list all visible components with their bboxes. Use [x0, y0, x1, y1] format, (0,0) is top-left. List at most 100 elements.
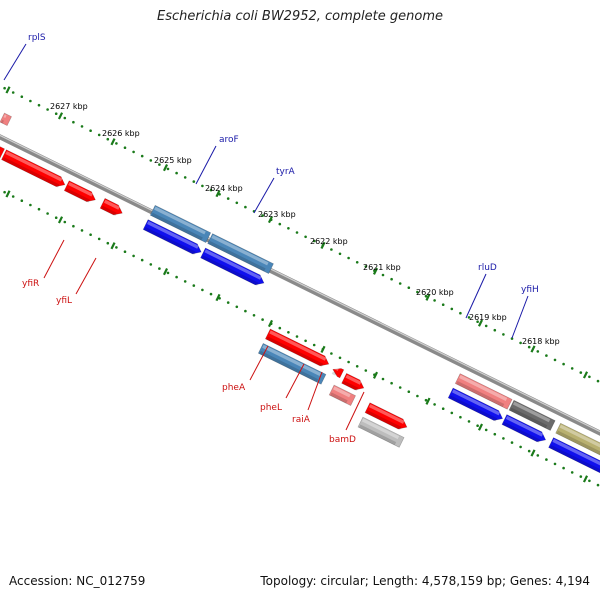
gene-label-pheL: pheL	[260, 403, 282, 413]
outer-ruler-dot	[510, 337, 514, 340]
leader-pheA	[249, 345, 269, 381]
tick-label-2619: 2619 kbp	[469, 313, 507, 322]
leader-rluD	[465, 273, 487, 319]
outer-ruler-dot	[183, 176, 187, 179]
outer-ruler-dot	[441, 303, 445, 307]
gene-feature-aroF-cds	[142, 219, 202, 255]
outer-ruler-dot	[570, 367, 574, 370]
outer-ruler-dot	[553, 358, 557, 362]
gene-feature-yfiH-rna	[508, 399, 556, 431]
outer-ruler-dot	[72, 120, 75, 124]
gene-label-tyrA: tyrA	[276, 167, 296, 177]
inner-ruler-dot	[287, 331, 290, 334]
inner-ruler-dot	[29, 203, 32, 207]
gene-feature-pheA-rna	[257, 342, 327, 385]
inner-ruler-dot	[476, 424, 479, 428]
inner-ruler-dot	[312, 343, 316, 347]
outer-ruler-dot	[175, 171, 178, 175]
leader-pheL	[285, 363, 305, 399]
tick-label-2621: 2621 kbp	[363, 263, 401, 272]
outer-major-tick	[5, 86, 11, 94]
outer-ruler-dot	[89, 129, 92, 132]
inner-ruler-dot	[183, 280, 187, 283]
inner-ruler-dot	[459, 415, 462, 419]
tick-label-2624: 2624 kbp	[205, 184, 243, 193]
inner-ruler-dot	[80, 229, 84, 232]
outer-ruler-dot	[545, 354, 548, 357]
inner-ruler-dot	[527, 449, 531, 453]
inner-ruler-dot	[54, 216, 58, 219]
outer-ruler-dot	[166, 167, 170, 171]
outer-ruler-dot	[459, 311, 462, 315]
outer-ruler-dot	[484, 324, 488, 328]
gene-feature-raiA	[341, 372, 365, 391]
outer-ruler-dot	[261, 214, 264, 217]
tick-label-2622: 2622 kbp	[310, 237, 348, 246]
inner-ruler-dot	[502, 437, 505, 440]
outer-ruler-dot	[390, 277, 393, 281]
outer-major-tick	[110, 138, 116, 146]
outer-ruler-dot	[158, 163, 161, 166]
outer-ruler-dot	[97, 133, 101, 137]
outer-ruler-dot	[579, 371, 583, 374]
gene-label-raiA: raiA	[292, 415, 311, 425]
outer-ruler-dot	[244, 205, 247, 209]
inner-ruler-dot	[149, 263, 153, 266]
outer-ruler-dot	[123, 146, 127, 149]
gene-label-aroF: aroF	[219, 135, 239, 145]
label-leader-lines	[3, 43, 529, 431]
outer-ruler-dot	[226, 197, 230, 200]
inner-ruler-dot	[158, 267, 161, 270]
outer-ruler-dot	[80, 125, 84, 128]
inner-ruler-dot	[484, 428, 488, 432]
outer-ruler-dot	[355, 261, 359, 264]
outer-major-tick	[320, 241, 326, 249]
inner-ruler-dot	[175, 275, 178, 279]
outer-ruler-dot	[37, 103, 41, 107]
outer-ruler-dot	[588, 375, 591, 379]
inner-ruler-dot	[166, 271, 170, 275]
outer-ruler-dot	[364, 265, 368, 268]
inner-ruler-dot	[416, 394, 419, 398]
leader-yfiR	[43, 239, 65, 279]
inner-ruler-dot	[545, 458, 548, 461]
outer-ruler-dot	[149, 159, 153, 162]
gene-feature-pheL	[331, 366, 345, 379]
inner-ruler-dot	[355, 365, 359, 368]
inner-ruler-dot	[398, 386, 402, 389]
inner-ruler-dot	[140, 258, 144, 262]
outer-ruler-dot	[278, 222, 282, 226]
inner-major-tick	[267, 319, 274, 328]
tick-label-2623: 2623 kbp	[258, 210, 296, 219]
gene-feature-olive	[555, 422, 600, 478]
outer-ruler-dot	[46, 108, 49, 111]
inner-major-tick	[530, 449, 536, 457]
inner-ruler-dot	[579, 475, 583, 478]
gene-feature-bamD-rna	[357, 416, 405, 448]
gene-features	[0, 112, 600, 490]
inner-ruler-dot	[450, 411, 454, 415]
inner-ruler-dot	[261, 318, 264, 321]
inner-ruler-dot	[441, 407, 445, 411]
outer-ruler-dot	[106, 137, 110, 141]
inner-ruler-dot	[433, 403, 436, 406]
genome-summary-text: Topology: circular; Length: 4,578,159 bp…	[260, 574, 590, 588]
kbp-ticks	[5, 86, 589, 483]
outer-major-tick	[267, 215, 274, 224]
outer-ruler-dot	[54, 112, 58, 115]
inner-ruler-dot	[596, 483, 600, 487]
outer-ruler-dot	[398, 282, 402, 285]
gene-feature-tyrA	[207, 233, 274, 275]
outer-major-tick	[530, 345, 536, 353]
leader-yfiH	[511, 295, 529, 339]
gene-feature-tyrA-cds	[200, 247, 265, 286]
outer-ruler-dot	[338, 252, 342, 256]
accession-text: Accession: NC_012759	[9, 574, 146, 588]
outer-ruler-dot	[450, 307, 454, 311]
outer-ruler-dot	[433, 299, 436, 302]
leader-aroF	[195, 145, 217, 185]
inner-ruler-dot	[570, 471, 574, 474]
outer-ruler-dot	[596, 379, 600, 383]
tick-label-2626: 2626 kbp	[102, 129, 140, 138]
